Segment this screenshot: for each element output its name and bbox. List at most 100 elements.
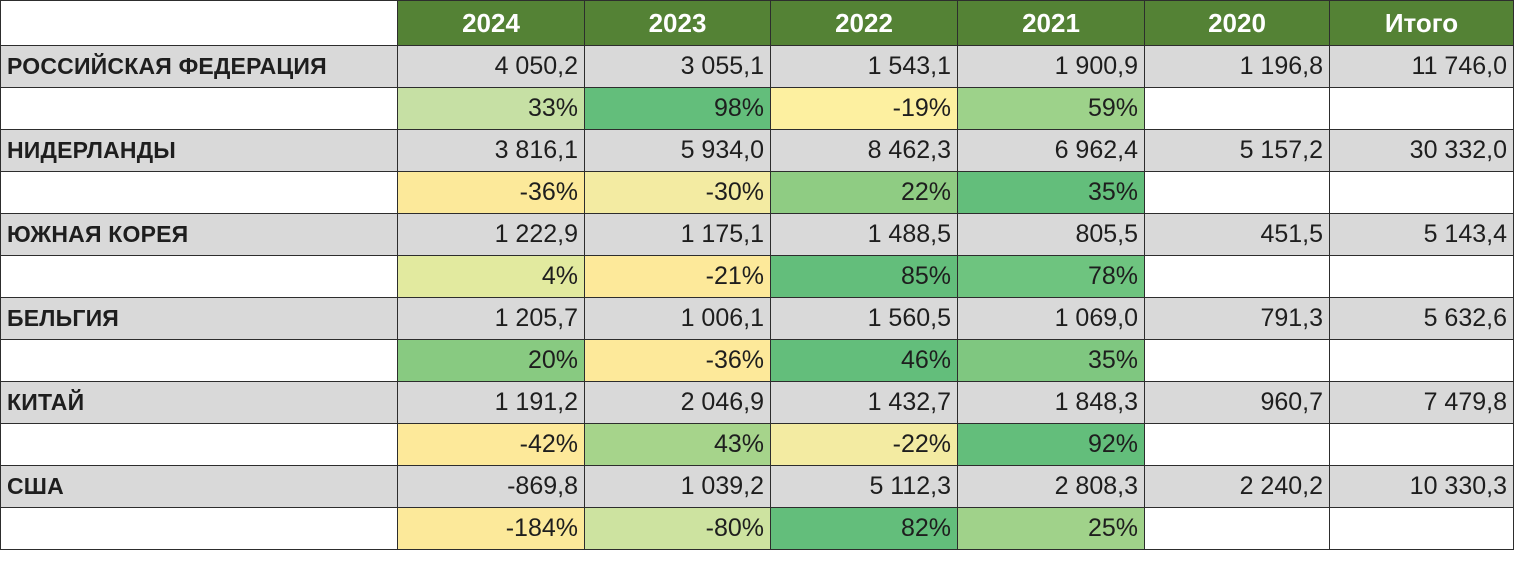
change-row: 20% -36% 46% 35% bbox=[0, 339, 1514, 382]
value-cell: 451,5 bbox=[1144, 213, 1330, 256]
value-cell: 791,3 bbox=[1144, 297, 1330, 340]
change-cell: 98% bbox=[584, 87, 771, 130]
change-cell: 22% bbox=[770, 171, 958, 214]
change-cell: -184% bbox=[397, 507, 585, 550]
empty-cell bbox=[0, 255, 398, 298]
value-cell: 1 848,3 bbox=[957, 381, 1145, 424]
change-row: -42% 43% -22% 92% bbox=[0, 423, 1514, 466]
value-cell: 3 055,1 bbox=[584, 45, 771, 88]
empty-cell bbox=[1144, 87, 1330, 130]
change-cell: -36% bbox=[584, 339, 771, 382]
table-row: НИДЕРЛАНДЫ 3 816,1 5 934,0 8 462,3 6 962,4 5 … bbox=[0, 129, 1514, 172]
value-cell: 1 488,5 bbox=[770, 213, 958, 256]
empty-cell bbox=[0, 339, 398, 382]
change-cell: 33% bbox=[397, 87, 585, 130]
column-header-2022: 2022 bbox=[770, 0, 958, 46]
change-cell: 35% bbox=[957, 339, 1145, 382]
table-row: РОССИЙСКАЯ ФЕДЕРАЦИЯ 4 050,2 3 055,1 1 543,… bbox=[0, 45, 1514, 88]
empty-cell bbox=[1329, 507, 1514, 550]
country-label: США bbox=[0, 465, 398, 508]
country-label: НИДЕРЛАНДЫ bbox=[0, 129, 398, 172]
change-cell: 20% bbox=[397, 339, 585, 382]
change-cell: 4% bbox=[397, 255, 585, 298]
value-cell: 5 632,6 bbox=[1329, 297, 1514, 340]
change-cell: -80% bbox=[584, 507, 771, 550]
value-cell: 1 039,2 bbox=[584, 465, 771, 508]
empty-cell bbox=[0, 507, 398, 550]
country-label: РОССИЙСКАЯ ФЕДЕРАЦИЯ bbox=[0, 45, 398, 88]
value-cell: 5 934,0 bbox=[584, 129, 771, 172]
value-cell: 5 143,4 bbox=[1329, 213, 1514, 256]
change-cell: 46% bbox=[770, 339, 958, 382]
value-cell: 1 560,5 bbox=[770, 297, 958, 340]
value-cell: 8 462,3 bbox=[770, 129, 958, 172]
change-cell: 82% bbox=[770, 507, 958, 550]
change-cell: -30% bbox=[584, 171, 771, 214]
value-cell: 1 222,9 bbox=[397, 213, 585, 256]
header-corner bbox=[0, 0, 398, 46]
table-row: США -869,8 1 039,2 5 112,3 2 808,3 2 240,2 10 … bbox=[0, 465, 1514, 508]
column-header-2020: 2020 bbox=[1144, 0, 1330, 46]
change-cell: 35% bbox=[957, 171, 1145, 214]
empty-cell bbox=[0, 87, 398, 130]
empty-cell bbox=[1329, 87, 1514, 130]
value-cell: 1 205,7 bbox=[397, 297, 585, 340]
column-header-2021: 2021 bbox=[957, 0, 1145, 46]
column-header-2024: 2024 bbox=[397, 0, 585, 46]
value-cell: 1 432,7 bbox=[770, 381, 958, 424]
change-cell: 59% bbox=[957, 87, 1145, 130]
change-cell: 78% bbox=[957, 255, 1145, 298]
column-header-total: Итого bbox=[1329, 0, 1514, 46]
empty-cell bbox=[1144, 171, 1330, 214]
change-row: 33% 98% -19% 59% bbox=[0, 87, 1514, 130]
value-cell: 1 175,1 bbox=[584, 213, 771, 256]
empty-cell bbox=[1329, 339, 1514, 382]
change-cell: 85% bbox=[770, 255, 958, 298]
empty-cell bbox=[1329, 171, 1514, 214]
value-cell: -869,8 bbox=[397, 465, 585, 508]
value-cell: 4 050,2 bbox=[397, 45, 585, 88]
value-cell: 1 006,1 bbox=[584, 297, 771, 340]
table-body: РОССИЙСКАЯ ФЕДЕРАЦИЯ 4 050,2 3 055,1 1 543,… bbox=[0, 45, 1514, 550]
data-table: 2024 2023 2022 2021 2020 Итого РОССИЙСКА… bbox=[0, 0, 1514, 550]
value-cell: 2 808,3 bbox=[957, 465, 1145, 508]
value-cell: 1 196,8 bbox=[1144, 45, 1330, 88]
value-cell: 7 479,8 bbox=[1329, 381, 1514, 424]
country-label: ЮЖНАЯ КОРЕЯ bbox=[0, 213, 398, 256]
value-cell: 2 046,9 bbox=[584, 381, 771, 424]
value-cell: 6 962,4 bbox=[957, 129, 1145, 172]
country-label: БЕЛЬГИЯ bbox=[0, 297, 398, 340]
table-row: БЕЛЬГИЯ 1 205,7 1 006,1 1 560,5 1 069,0 791,3… bbox=[0, 297, 1514, 340]
empty-cell bbox=[1144, 255, 1330, 298]
value-cell: 1 069,0 bbox=[957, 297, 1145, 340]
change-cell: -42% bbox=[397, 423, 585, 466]
change-cell: -36% bbox=[397, 171, 585, 214]
empty-cell bbox=[1144, 423, 1330, 466]
table-row: КИТАЙ 1 191,2 2 046,9 1 432,7 1 848,3 960,7 7 … bbox=[0, 381, 1514, 424]
value-cell: 805,5 bbox=[957, 213, 1145, 256]
change-row: 4% -21% 85% 78% bbox=[0, 255, 1514, 298]
empty-cell bbox=[1144, 339, 1330, 382]
empty-cell bbox=[1144, 507, 1330, 550]
value-cell: 10 330,3 bbox=[1329, 465, 1514, 508]
table-row: ЮЖНАЯ КОРЕЯ 1 222,9 1 175,1 1 488,5 805,5 451… bbox=[0, 213, 1514, 256]
change-cell: -19% bbox=[770, 87, 958, 130]
header-row: 2024 2023 2022 2021 2020 Итого bbox=[0, 0, 1514, 46]
change-cell: 43% bbox=[584, 423, 771, 466]
value-cell: 2 240,2 bbox=[1144, 465, 1330, 508]
empty-cell bbox=[0, 423, 398, 466]
value-cell: 5 157,2 bbox=[1144, 129, 1330, 172]
empty-cell bbox=[1329, 255, 1514, 298]
value-cell: 30 332,0 bbox=[1329, 129, 1514, 172]
column-header-2023: 2023 bbox=[584, 0, 771, 46]
empty-cell bbox=[1329, 423, 1514, 466]
value-cell: 11 746,0 bbox=[1329, 45, 1514, 88]
change-cell: -22% bbox=[770, 423, 958, 466]
value-cell: 960,7 bbox=[1144, 381, 1330, 424]
value-cell: 1 900,9 bbox=[957, 45, 1145, 88]
value-cell: 1 191,2 bbox=[397, 381, 585, 424]
change-cell: 25% bbox=[957, 507, 1145, 550]
value-cell: 1 543,1 bbox=[770, 45, 958, 88]
change-row: -184% -80% 82% 25% bbox=[0, 507, 1514, 550]
change-row: -36% -30% 22% 35% bbox=[0, 171, 1514, 214]
